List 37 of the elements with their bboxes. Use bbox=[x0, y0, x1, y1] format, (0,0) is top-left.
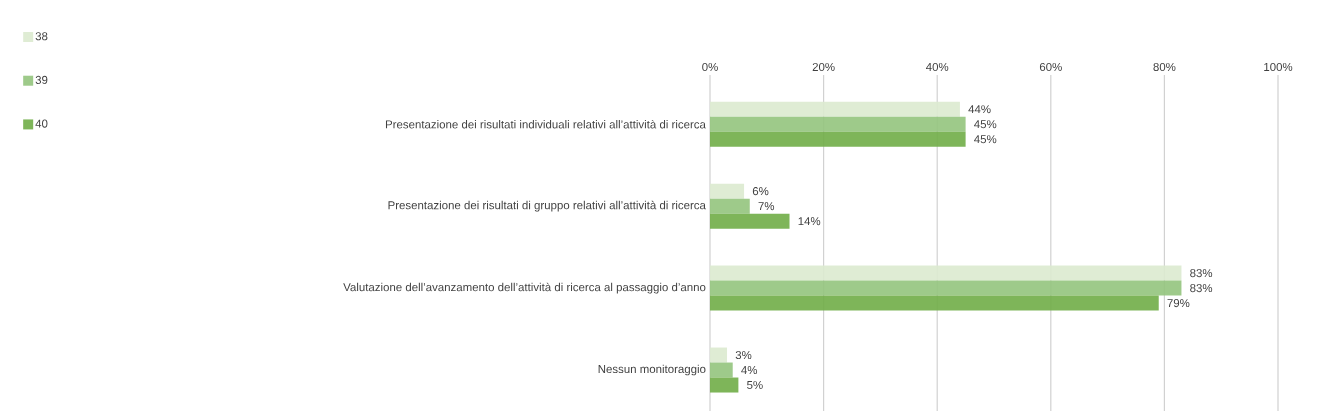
x-tick-label: 60% bbox=[1039, 62, 1062, 71]
y-tick-label: Nessun monitoraggio bbox=[598, 364, 706, 376]
data-label: 44% bbox=[968, 105, 991, 114]
data-label: 83% bbox=[1190, 284, 1213, 293]
bar bbox=[710, 362, 733, 378]
legend-label: 39 bbox=[35, 75, 48, 84]
legend-label: 40 bbox=[35, 119, 48, 128]
bar bbox=[710, 213, 790, 229]
data-label: 3% bbox=[735, 350, 752, 360]
bar bbox=[710, 347, 728, 363]
data-label: 45% bbox=[974, 120, 997, 129]
legend-label: 38 bbox=[35, 32, 48, 41]
x-tick-label: 100% bbox=[1264, 62, 1293, 71]
bar bbox=[710, 265, 1182, 281]
x-tick-label: 0% bbox=[702, 62, 718, 71]
data-label: 14% bbox=[798, 217, 821, 226]
bar bbox=[710, 198, 750, 214]
data-label: 4% bbox=[741, 366, 758, 375]
bar bbox=[710, 131, 966, 147]
bar bbox=[710, 280, 1182, 296]
bar bbox=[710, 295, 1159, 311]
data-label: 79% bbox=[1167, 299, 1190, 308]
y-tick-label: Presentazione dei risultati individuali relativi all’attività di ricerca bbox=[385, 119, 706, 129]
data-label: 7% bbox=[758, 202, 775, 211]
x-tick-label: 20% bbox=[812, 62, 835, 71]
x-tick-label: 40% bbox=[926, 62, 949, 71]
x-tick-label: 80% bbox=[1153, 62, 1176, 71]
bar bbox=[710, 116, 966, 132]
data-label: 5% bbox=[747, 380, 763, 390]
y-tick-label: Presentazione dei risultati di gruppo relativi all’attività di ricerca bbox=[388, 200, 706, 212]
bar bbox=[710, 377, 739, 393]
y-tick-label: Valutazione dell’avanzamento dell’attività di ricerca al passaggio d’anno bbox=[343, 282, 706, 294]
bar bbox=[710, 101, 960, 117]
bar bbox=[710, 183, 745, 199]
data-label: 6% bbox=[752, 187, 769, 196]
data-label: 83% bbox=[1190, 269, 1213, 278]
data-label: 45% bbox=[974, 135, 997, 144]
